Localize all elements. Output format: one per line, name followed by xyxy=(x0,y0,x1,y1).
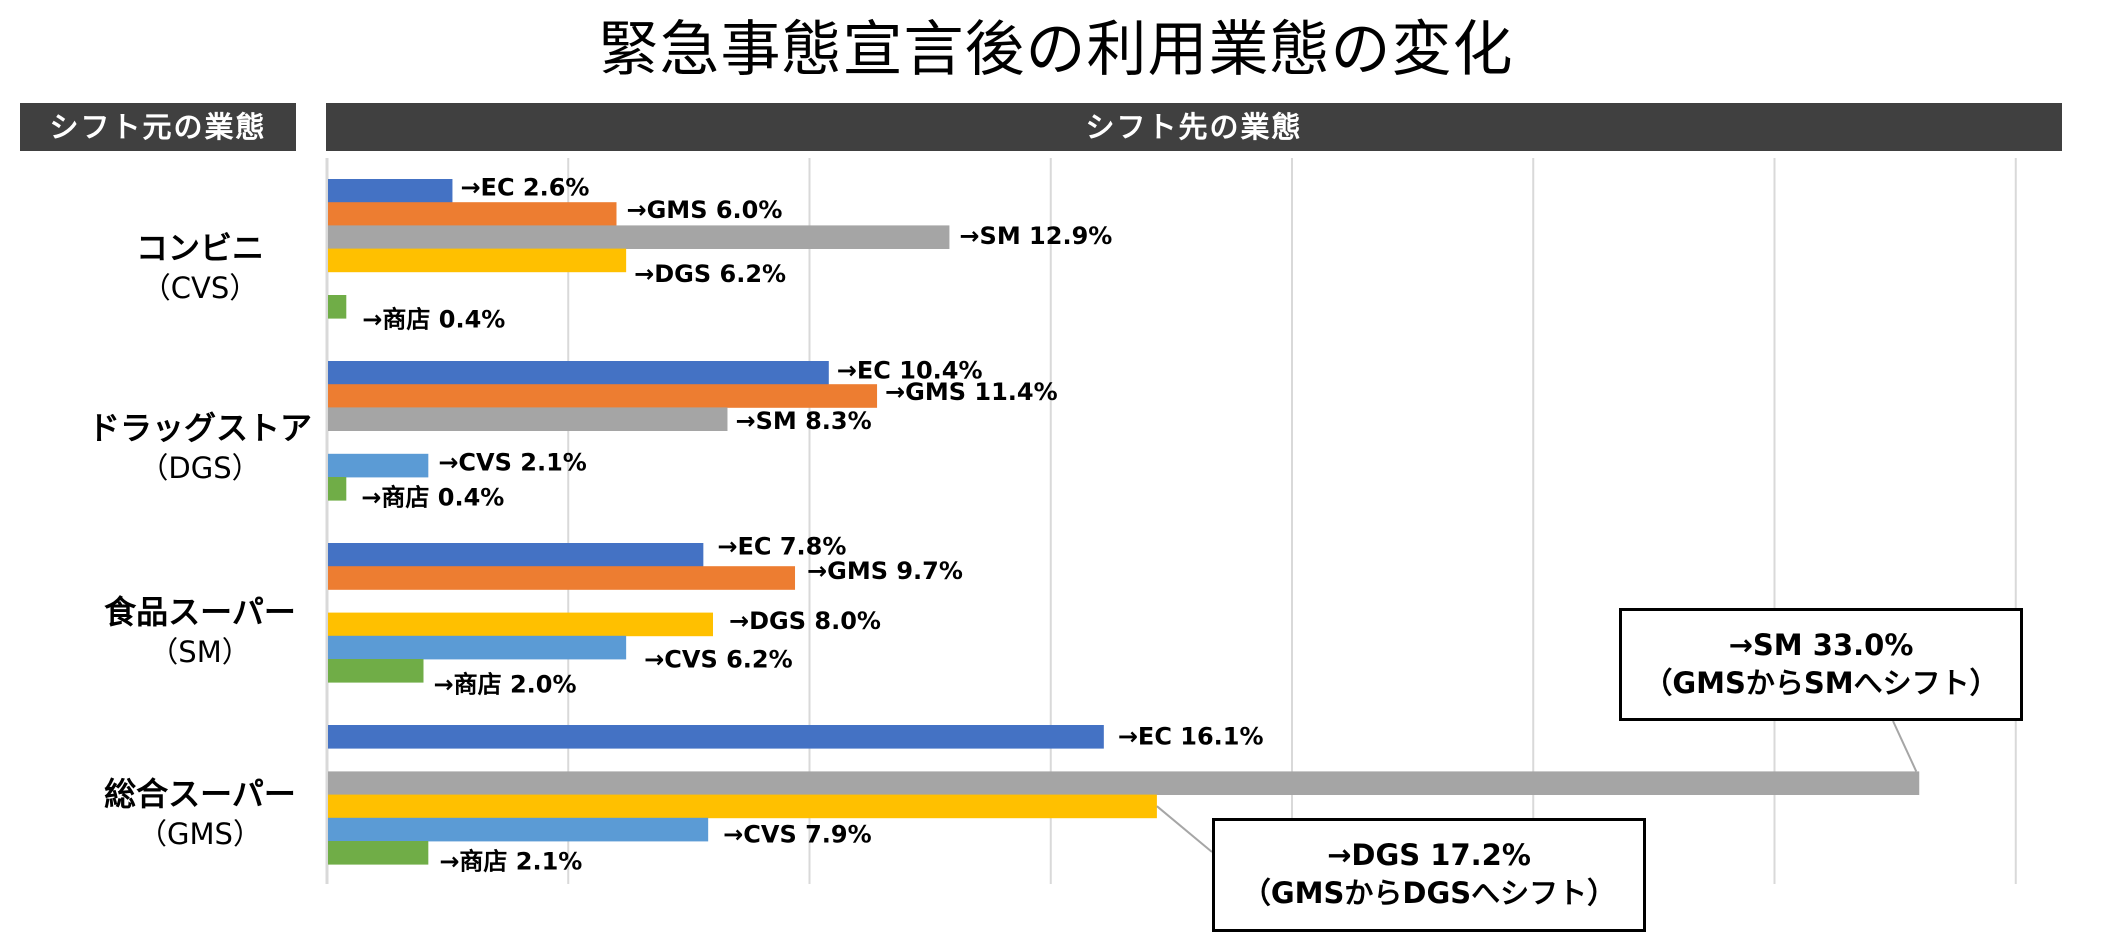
data-label: →EC 10.4% xyxy=(837,357,983,385)
category-code: （CVS） xyxy=(141,271,259,305)
bar-sm-3 xyxy=(328,771,1920,795)
data-label: →CVS 2.1% xyxy=(438,448,587,476)
bars xyxy=(328,179,1920,865)
bar-dgs-0 xyxy=(328,248,627,273)
data-label: →商店 0.4% xyxy=(362,306,505,334)
data-label: →SM 12.9% xyxy=(959,222,1112,250)
bar-商店-1 xyxy=(328,477,347,501)
bar-商店-2 xyxy=(328,659,424,683)
callout-value: →SM 33.0% xyxy=(1728,628,1914,662)
data-labels: →EC 2.6% →EC 10.4% →EC 7.8% →EC 16.1% →GMS 6… xyxy=(361,174,1263,876)
bar-gms-2 xyxy=(328,566,796,590)
bar-gms-1 xyxy=(328,384,878,408)
data-label: →EC 16.1% xyxy=(1118,723,1264,751)
bar-ec-2 xyxy=(328,543,704,567)
bar-商店-0 xyxy=(328,295,347,319)
data-label: →CVS 7.9% xyxy=(723,820,872,848)
bar-sm-0 xyxy=(328,225,950,249)
category-label-dgs: ドラッグストア （DGS） xyxy=(60,408,340,488)
source-format-header: シフト元の業態 xyxy=(20,103,296,151)
category-label-gms: 総合スーパー （GMS） xyxy=(60,774,340,854)
category-code: （GMS） xyxy=(138,817,262,851)
category-name: コンビニ xyxy=(135,229,264,267)
data-label: →DGS 8.0% xyxy=(729,607,881,635)
data-label: →GMS 11.4% xyxy=(885,378,1058,406)
callout-gms-to-dgs: →DGS 17.2% （GMSからDGSへシフト） xyxy=(1212,818,1646,932)
bar-dgs-3 xyxy=(328,794,1157,819)
leader-line xyxy=(1156,805,1213,853)
callout-note: （GMSからDGSへシフト） xyxy=(1241,876,1617,910)
data-label: →DGS 6.2% xyxy=(634,260,786,288)
data-label: →商店 2.1% xyxy=(439,848,582,876)
category-name: 食品スーパー xyxy=(104,593,296,631)
category-code: （SM） xyxy=(149,635,251,669)
bar-gms-0 xyxy=(328,202,617,226)
destination-format-header: シフト先の業態 xyxy=(326,103,2062,151)
data-label: →SM 8.3% xyxy=(735,407,871,435)
category-name: ドラッグストア xyxy=(87,409,312,447)
category-name: 総合スーパー xyxy=(104,775,296,813)
callout-value: →DGS 17.2% xyxy=(1327,838,1531,872)
leader-line xyxy=(1892,720,1918,772)
data-label: →GMS 9.7% xyxy=(807,557,963,585)
bar-cvs-1 xyxy=(328,453,429,478)
data-label: →EC 2.6% xyxy=(460,174,589,202)
category-code: （DGS） xyxy=(139,451,261,485)
data-label: →商店 2.0% xyxy=(434,671,577,699)
gridlines xyxy=(325,158,2017,884)
category-label-sm: 食品スーパー （SM） xyxy=(60,592,340,672)
bar-sm-1 xyxy=(328,407,728,431)
bar-ec-0 xyxy=(328,179,453,203)
data-label: →GMS 6.0% xyxy=(627,196,783,224)
bar-cvs-2 xyxy=(328,635,627,660)
bar-cvs-3 xyxy=(328,817,709,842)
bar-ec-1 xyxy=(328,361,829,385)
bar-dgs-2 xyxy=(328,612,713,637)
callout-note: （GMSからSMへシフト） xyxy=(1643,666,1999,700)
bar-ec-3 xyxy=(328,725,1104,749)
callout-leader-lines xyxy=(1156,720,1918,853)
bar-商店-3 xyxy=(328,841,429,865)
callout-gms-to-sm: →SM 33.0% （GMSからSMへシフト） xyxy=(1619,608,2023,721)
data-label: →CVS 6.2% xyxy=(644,645,793,673)
chart-title: 緊急事態宣言後の利用業態の変化 xyxy=(598,15,1514,85)
data-label: →EC 7.8% xyxy=(717,533,846,561)
category-label-cvs: コンビニ （CVS） xyxy=(60,228,340,308)
data-label: →商店 0.4% xyxy=(361,484,504,512)
